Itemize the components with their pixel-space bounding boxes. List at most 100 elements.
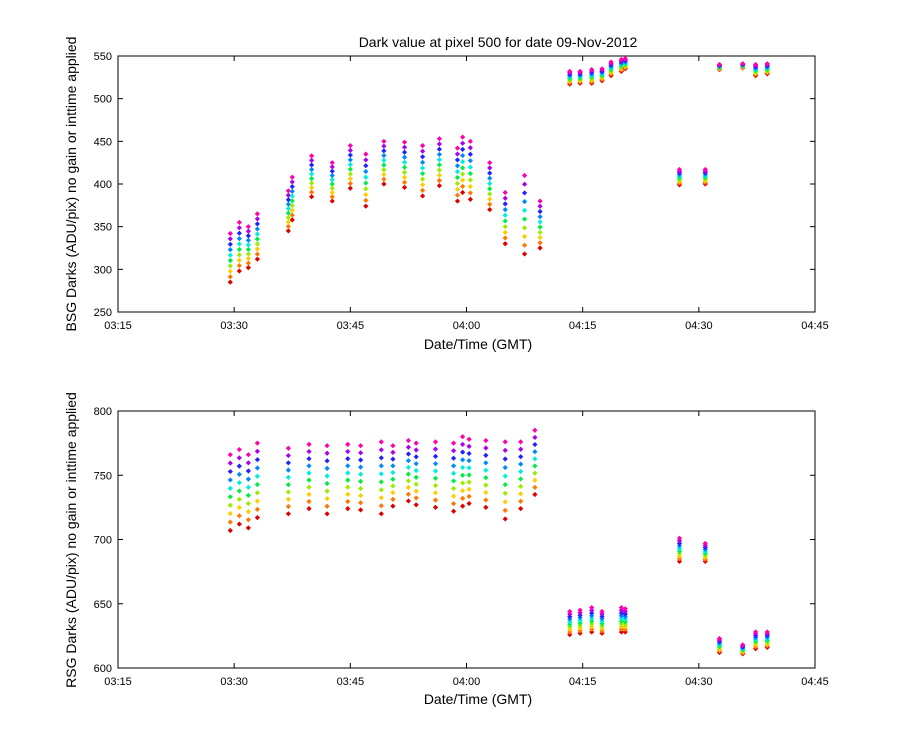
bsg-data-point [285, 192, 291, 198]
bsg-data-point [467, 190, 473, 196]
bsg-data-point [537, 214, 543, 220]
bsg-data-point [537, 234, 543, 241]
bsg-data-point [420, 193, 426, 199]
rsg-data-point [483, 452, 489, 459]
rsg-data-point [466, 500, 472, 507]
bsg-data-point [487, 186, 493, 192]
bsg-x-tick-label: 03:45 [337, 320, 365, 332]
bsg-data-point [401, 164, 408, 170]
rsg-data-point [358, 507, 364, 513]
rsg-data-point [618, 613, 624, 619]
bsg-data-point [764, 61, 770, 67]
rsg-data-point [413, 454, 419, 460]
bsg-data-point [363, 197, 369, 204]
rsg-data-point [378, 479, 384, 485]
bsg-data-point [285, 228, 291, 234]
bsg-data-point [363, 157, 369, 163]
rsg-axes-frame [117, 410, 816, 669]
rsg-data-point [502, 482, 508, 488]
bsg-data-point [227, 263, 233, 269]
bsg-data-point [537, 240, 543, 246]
bsg-data-point [420, 187, 426, 193]
bsg-data-point [254, 256, 260, 262]
rsg-data-point [450, 440, 457, 446]
bsg-data-point [245, 251, 251, 257]
bsg-data-point [363, 163, 369, 169]
rsg-data-point [589, 623, 595, 630]
rsg-data-point [460, 503, 466, 509]
rsg-data-point [466, 493, 472, 499]
bsg-data-point [329, 168, 335, 174]
rsg-data-point [502, 490, 508, 496]
rsg-data-point [618, 621, 624, 627]
bsg-data-point [227, 247, 233, 253]
rsg-data-point [618, 605, 624, 611]
rsg-data-point [460, 449, 466, 455]
bsg-data-point [381, 176, 387, 182]
rsg-data-point [245, 476, 251, 482]
bsg-data-point [245, 242, 251, 248]
bsg-data-point [521, 225, 528, 231]
rsg-data-point [390, 476, 396, 482]
bsg-data-point [289, 217, 295, 223]
rsg-data-point [532, 427, 538, 433]
rsg-data-point [245, 468, 251, 474]
bsg-data-point [521, 190, 528, 196]
rsg-data-point [502, 464, 508, 471]
bsg-data-point [309, 171, 315, 177]
bsg-data-point [420, 159, 426, 165]
bsg-data-point [487, 170, 493, 176]
bsg-data-point [329, 194, 335, 200]
rsg-data-point [227, 527, 233, 534]
bsg-data-point [227, 257, 233, 264]
bsg-data-point [521, 207, 528, 213]
bsg-data-point [537, 208, 543, 215]
bsg-ticks: 03:15 03:30 03:45 04:00 04:15 04:30 04:45 250 30… [94, 51, 829, 332]
rsg-data-point [413, 474, 419, 480]
bsg-data-point [401, 169, 408, 175]
chart-title: Dark value at pixel 500 for date 09-Nov-… [359, 34, 638, 50]
bsg-data-point [487, 191, 493, 197]
rsg-data-point [413, 481, 419, 487]
bsg-data-point [467, 138, 473, 144]
bsg-data-point [460, 134, 466, 140]
rsg-data-point [518, 454, 524, 460]
bsg-data-point [236, 241, 242, 247]
rsg-data-point [345, 477, 351, 483]
bsg-x-tick-label: 03:30 [220, 320, 248, 332]
rsg-data-point [450, 448, 457, 454]
bsg-data-point [381, 167, 387, 173]
rsg-data-point [306, 477, 312, 483]
rsg-data-point [227, 502, 233, 508]
rsg-data-point [518, 491, 524, 497]
bsg-data-point [236, 236, 242, 242]
bsg-data-point [245, 233, 251, 239]
rsg-data-point [460, 464, 466, 471]
bsg-data-point [502, 212, 508, 218]
rsg-data-point [466, 436, 472, 442]
bsg-data-point [454, 174, 461, 181]
bsg-data-point [363, 168, 369, 175]
rsg-data-point [532, 441, 538, 448]
rsg-data-point [432, 439, 439, 445]
rsg-data-point [358, 493, 364, 499]
rsg-data-point [254, 506, 260, 512]
rsg-data-point [405, 444, 412, 450]
bsg-data-point [245, 237, 251, 243]
bsg-data-point [347, 161, 353, 168]
bsg-data-point [285, 206, 291, 212]
bsg-data-point [467, 177, 473, 183]
bsg-data-point [254, 216, 260, 222]
bsg-data-point [309, 180, 315, 186]
bsg-y-tick-label: 400 [94, 179, 112, 191]
bsg-data-point [227, 268, 233, 274]
bsg-axes-frame [117, 55, 816, 313]
rsg-data-point [378, 503, 384, 509]
bsg-data-point [460, 165, 466, 171]
bsg-data-point [502, 195, 508, 201]
rsg-data-point [345, 463, 351, 469]
rsg-data-point [589, 613, 595, 619]
rsg-data-point [502, 439, 508, 445]
rsg-data-point [483, 460, 489, 466]
rsg-data-point [324, 473, 330, 479]
